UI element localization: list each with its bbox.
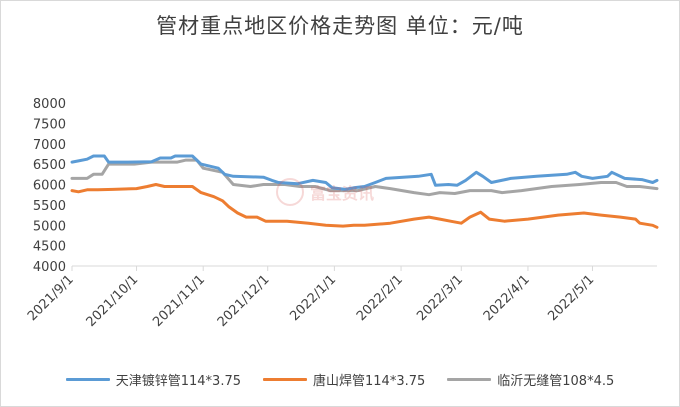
legend-label: 临沂无缝管108*4.5 [497, 373, 615, 389]
legend-swatch [447, 377, 492, 381]
chart-legend: 天津镀锌管114*3.75 唐山焊管114*3.75 临沂无缝管108*4.5 [0, 368, 680, 390]
y-tick-label: 4500 [33, 240, 66, 255]
y-tick-label: 8000 [33, 97, 66, 112]
legend-swatch [65, 377, 110, 381]
watermark-text: 富宝资讯 [310, 184, 375, 203]
legend-label: 唐山焊管114*3.75 [313, 373, 426, 389]
chart-series-lines [70, 154, 659, 229]
legend-item-2: 唐山焊管114*3.75 [263, 370, 425, 389]
watermark-logo-icon [276, 178, 304, 206]
y-tick-label: 5500 [33, 199, 66, 214]
series-line-2 [70, 183, 659, 229]
legend-label: 天津镀锌管114*3.75 [115, 373, 241, 389]
y-tick-label: 6000 [33, 179, 66, 194]
watermark: 富宝资讯 [276, 178, 374, 206]
legend-swatch [263, 377, 307, 381]
x-tick-label: 2022/5/1 [545, 272, 597, 324]
x-tick-label: 2022/1/1 [287, 272, 339, 324]
x-tick-label: 2021/9/1 [25, 272, 77, 324]
x-tick-label: 2022/4/1 [481, 272, 533, 324]
legend-item-3: 临沂无缝管108*4.5 [447, 370, 614, 389]
y-tick-label: 7000 [33, 138, 66, 153]
y-tick-label: 6500 [33, 158, 66, 173]
chart-title: 管材重点地区价格走势图 单位：元/吨 [156, 14, 524, 38]
y-tick-label: 5000 [33, 219, 66, 234]
y-tick-label: 7500 [33, 117, 66, 132]
x-tick-label: 2022/2/1 [354, 272, 406, 324]
series-line-1 [70, 154, 659, 191]
legend-item-1: 天津镀锌管114*3.75 [65, 370, 241, 389]
x-tick-label: 2021/10/1 [84, 272, 142, 330]
x-tick-label: 2021/12/1 [215, 272, 273, 330]
x-tick-label: 2022/3/1 [414, 272, 466, 324]
y-tick-label: 4000 [33, 260, 66, 275]
x-tick-label: 2021/11/1 [150, 272, 208, 330]
